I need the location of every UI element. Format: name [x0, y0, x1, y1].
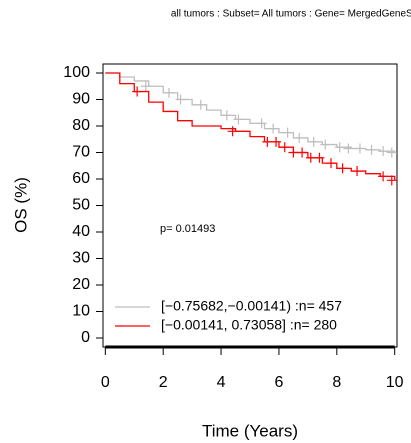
censor-mark — [221, 110, 232, 121]
censor-mark — [227, 126, 238, 137]
censor-mark — [378, 146, 389, 157]
y-axis-label: OS (%) — [11, 177, 30, 233]
x-tick-label: 0 — [101, 374, 110, 391]
y-tick-label: 10 — [72, 303, 90, 320]
censor-mark — [288, 147, 299, 158]
censor-mark — [271, 136, 282, 147]
censor-mark — [386, 147, 397, 158]
censor-mark — [320, 139, 331, 150]
y-tick-label: 60 — [72, 170, 90, 187]
censor-mark — [132, 86, 143, 97]
y-tick-label: 20 — [72, 276, 90, 293]
chart-title: all tumors : Subset= All tumors : Gene= … — [171, 9, 411, 20]
y-tick-label: 100 — [63, 64, 90, 81]
censor-mark — [386, 175, 397, 186]
censor-mark — [308, 136, 319, 147]
survival-curve — [105, 72, 396, 153]
legend-label: [−0.75682,−0.00141) :n= 457 — [161, 298, 342, 314]
censor-mark — [256, 118, 267, 129]
x-tick-label: 10 — [386, 374, 404, 391]
censor-mark — [175, 94, 186, 105]
legend-label: [−0.00141, 0.73058] :n= 280 — [161, 317, 337, 333]
y-tick-label: 90 — [72, 91, 90, 108]
x-axis-label: Time (Years) — [202, 421, 298, 440]
censor-mark — [140, 81, 151, 92]
annotation: p= 0.01493 — [160, 223, 215, 235]
censor-mark — [282, 127, 293, 138]
censor-mark — [366, 144, 377, 155]
y-tick-label: 30 — [72, 250, 90, 267]
y-tick-label: 0 — [81, 329, 90, 346]
censor-mark — [163, 87, 174, 98]
censor-mark — [297, 147, 308, 158]
survival-curve — [105, 72, 396, 181]
censor-mark — [233, 114, 244, 125]
y-tick-label: 50 — [72, 197, 90, 214]
censor-mark — [354, 143, 365, 154]
censor-mark — [279, 142, 290, 153]
censor-mark — [334, 142, 345, 153]
censor-mark — [305, 152, 316, 163]
censor-mark — [343, 143, 354, 154]
censor-mark — [195, 99, 206, 110]
censor-mark — [378, 171, 389, 182]
x-tick-label: 6 — [274, 374, 283, 391]
censor-mark — [262, 136, 273, 147]
y-tick-label: 80 — [72, 117, 90, 134]
censor-mark — [294, 132, 305, 143]
y-tick-label: 70 — [72, 144, 90, 161]
y-tick-label: 40 — [72, 223, 90, 240]
censor-mark — [352, 166, 363, 177]
censor-mark — [337, 163, 348, 174]
x-tick-label: 4 — [217, 374, 226, 391]
censor-mark — [326, 158, 337, 169]
x-tick-label: 2 — [159, 374, 168, 391]
censor-mark — [268, 123, 279, 134]
censor-mark — [314, 152, 325, 163]
x-tick-label: 8 — [332, 374, 341, 391]
